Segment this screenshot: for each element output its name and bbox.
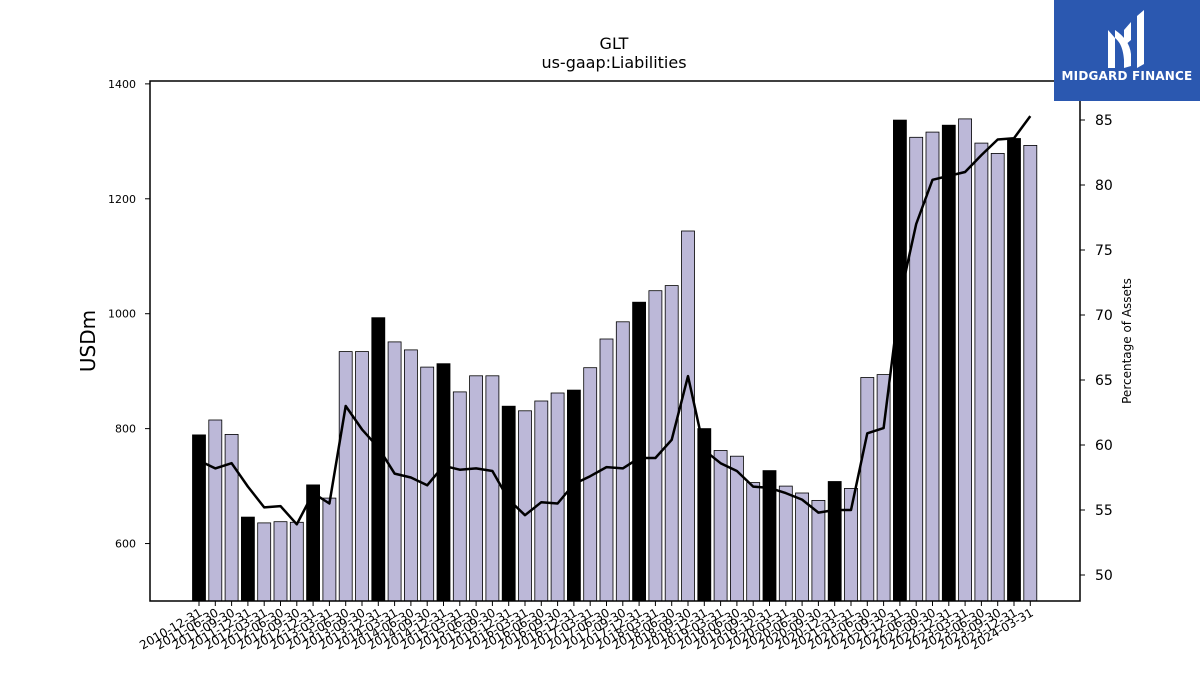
bar bbox=[648, 290, 663, 602]
bar bbox=[778, 485, 793, 602]
bar bbox=[518, 410, 532, 602]
bar bbox=[681, 230, 695, 602]
percentage-of-assets-line bbox=[198, 115, 1032, 526]
y2-tick-label: 50 bbox=[1095, 568, 1113, 584]
y-axis-right: 50 55 60 65 70 75 80 85 bbox=[1080, 113, 1113, 584]
bar bbox=[893, 119, 907, 602]
bar bbox=[1023, 144, 1038, 602]
logo-text: MIDGARD FINANCE bbox=[1061, 69, 1193, 83]
y-axis-label: USDm bbox=[76, 310, 100, 372]
bar bbox=[909, 136, 924, 602]
y2-tick-label: 55 bbox=[1095, 503, 1113, 519]
y2-tick-label: 70 bbox=[1095, 308, 1113, 324]
y-tick-label: 1000 bbox=[108, 308, 136, 321]
bar bbox=[322, 497, 337, 602]
bar bbox=[583, 367, 598, 602]
chart-title: GLT bbox=[600, 34, 629, 53]
bar bbox=[811, 499, 826, 602]
bar bbox=[1007, 138, 1021, 602]
bar bbox=[925, 131, 940, 602]
bar bbox=[192, 434, 206, 602]
bar bbox=[257, 522, 272, 602]
bar bbox=[632, 301, 646, 602]
midgard-finance-logo: MIDGARD FINANCE bbox=[1054, 0, 1200, 101]
y-axis-left: 600 800 1000 1200 1400 bbox=[108, 78, 150, 551]
bar bbox=[338, 351, 353, 602]
bar bbox=[436, 363, 451, 602]
midgard-logo-icon bbox=[1108, 10, 1144, 68]
bar bbox=[208, 419, 223, 602]
bar bbox=[941, 124, 956, 602]
y2-tick-label: 60 bbox=[1095, 438, 1113, 454]
y-tick-label: 600 bbox=[115, 538, 136, 551]
bar bbox=[795, 492, 809, 602]
bar bbox=[876, 374, 891, 602]
y2-tick-label: 65 bbox=[1095, 373, 1113, 389]
chart-subtitle: us-gaap:Liabilities bbox=[541, 53, 686, 72]
bar bbox=[860, 377, 875, 602]
bar bbox=[567, 389, 581, 602]
y-tick-label: 1400 bbox=[108, 78, 136, 91]
bar bbox=[240, 516, 255, 602]
bar bbox=[289, 521, 304, 602]
bar-series bbox=[192, 118, 1038, 602]
bar bbox=[615, 321, 630, 602]
bar bbox=[990, 152, 1005, 602]
bar bbox=[746, 482, 761, 602]
bar bbox=[224, 433, 239, 602]
bar bbox=[974, 142, 989, 602]
bar bbox=[355, 351, 369, 602]
bar bbox=[371, 317, 386, 602]
bar bbox=[452, 391, 467, 602]
y-tick-label: 1200 bbox=[108, 193, 136, 206]
x-axis: 2010-12-312011-06-302011-09-302011-12-31… bbox=[137, 601, 1036, 652]
bar bbox=[730, 455, 744, 602]
bar bbox=[469, 375, 484, 602]
bar bbox=[827, 481, 842, 602]
percentage-line-series bbox=[198, 115, 1032, 526]
plot-frame bbox=[149, 80, 1081, 602]
y2-tick-label: 75 bbox=[1095, 243, 1113, 259]
y-tick-label: 800 bbox=[115, 423, 136, 436]
bar bbox=[273, 521, 288, 602]
y2-tick-label: 85 bbox=[1095, 113, 1113, 129]
bar bbox=[958, 118, 972, 602]
y2-axis-label: Percentage of Assets bbox=[1120, 278, 1134, 404]
bar bbox=[713, 450, 728, 602]
bar bbox=[485, 375, 500, 602]
y2-tick-label: 80 bbox=[1095, 178, 1113, 194]
